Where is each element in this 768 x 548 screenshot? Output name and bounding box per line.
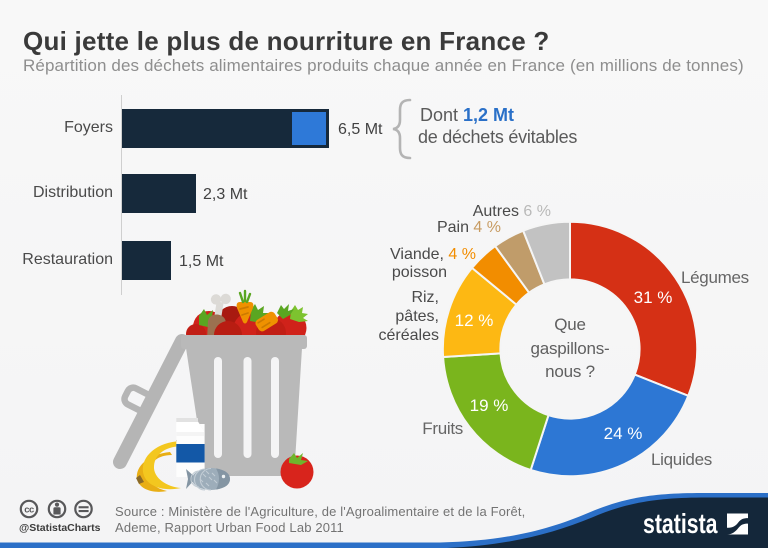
svg-text:cc: cc bbox=[24, 504, 34, 515]
